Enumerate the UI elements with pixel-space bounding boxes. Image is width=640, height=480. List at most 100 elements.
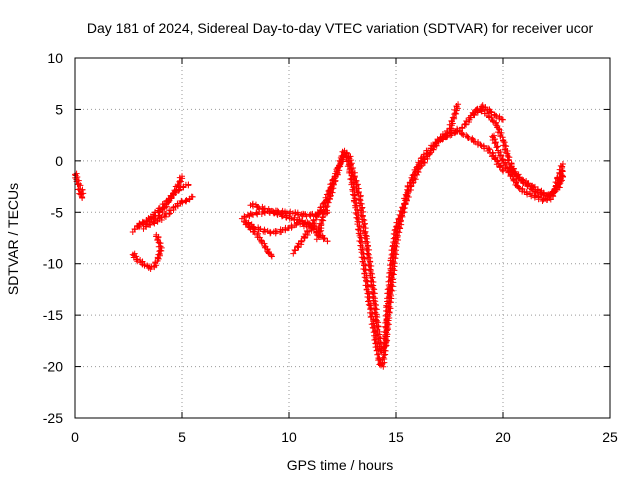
x-tick-label: 0: [71, 429, 79, 445]
data-point: [356, 222, 363, 229]
data-point: [366, 295, 373, 302]
data-point: [382, 336, 389, 343]
data-point: [154, 237, 161, 244]
data-point: [409, 180, 416, 187]
data-point: [452, 110, 459, 117]
data-point: [498, 152, 505, 159]
data-point: [379, 356, 386, 363]
y-tick-label: 10: [47, 50, 63, 66]
data-point: [508, 167, 515, 174]
data-point: [495, 125, 502, 132]
data-point: [358, 246, 365, 253]
data-point: [369, 274, 376, 281]
data-point: [359, 204, 366, 211]
data-point: [397, 212, 404, 219]
data-point: [165, 197, 172, 204]
data-point: [270, 209, 277, 216]
data-point: [381, 341, 388, 348]
data-point: [368, 281, 375, 288]
data-point: [337, 160, 344, 167]
data-point: [528, 193, 535, 200]
data-point: [554, 183, 561, 190]
data-point: [550, 187, 557, 194]
data-point: [241, 214, 248, 221]
data-point: [493, 144, 500, 151]
data-point: [278, 211, 285, 218]
data-point: [385, 317, 392, 324]
data-point: [293, 222, 300, 229]
data-point: [386, 290, 393, 297]
data-point: [388, 270, 395, 277]
data-point: [367, 258, 374, 265]
data-point: [438, 136, 445, 143]
data-point: [420, 151, 427, 158]
data-point: [386, 303, 393, 310]
data-point: [247, 210, 254, 217]
data-point: [534, 189, 541, 196]
series-seg-a: [72, 170, 87, 202]
plot-frame: [74, 57, 611, 419]
data-point: [557, 170, 564, 177]
data-point: [401, 209, 408, 216]
data-point: [324, 238, 331, 245]
data-point: [377, 347, 384, 354]
data-point: [354, 181, 361, 188]
data-point: [414, 171, 421, 178]
data-point: [449, 114, 456, 121]
data-point: [290, 250, 297, 257]
x-axis-title: GPS time / hours: [287, 457, 394, 473]
data-point: [365, 291, 372, 298]
data-point: [361, 228, 367, 235]
data-point: [288, 223, 295, 230]
data-point: [298, 237, 305, 244]
y-tick-label: -15: [43, 307, 63, 323]
data-point: [527, 190, 534, 197]
data-point: [267, 229, 274, 236]
data-point: [183, 198, 190, 205]
data-point: [365, 261, 372, 268]
data-point: [180, 184, 187, 191]
data-point: [369, 324, 376, 331]
data-point: [430, 146, 437, 153]
data-point: [312, 213, 319, 220]
data-point: [390, 254, 397, 261]
data-point: [320, 236, 327, 243]
data-point: [158, 244, 165, 251]
data-point: [329, 181, 336, 188]
data-point: [150, 219, 157, 226]
data-point: [241, 213, 248, 220]
data-point: [370, 297, 377, 304]
data-point: [354, 226, 361, 233]
data-point: [374, 351, 381, 358]
data-point: [448, 130, 455, 137]
data-point: [515, 184, 522, 191]
data-points: [72, 101, 567, 370]
data-point: [387, 286, 394, 293]
data-point: [453, 110, 460, 117]
series-seg-k: [313, 152, 346, 243]
x-tick-label: 20: [495, 429, 511, 445]
data-point: [373, 319, 380, 326]
data-point: [80, 190, 87, 197]
x-tick-label: 5: [178, 429, 186, 445]
data-point: [375, 323, 382, 330]
data-point: [299, 217, 306, 224]
series-seg-n: [435, 125, 507, 175]
data-point: [531, 194, 538, 201]
x-tick-label: 25: [602, 429, 618, 445]
data-point: [261, 205, 268, 212]
data-point: [391, 227, 398, 234]
ticks: 0 5 10 15 20 25 -25 -20 -15 -10 -5 0 5 10: [43, 50, 618, 445]
data-point: [496, 163, 503, 170]
data-point: [256, 205, 263, 212]
data-point: [492, 139, 499, 146]
data-point: [361, 274, 368, 281]
data-point: [256, 234, 263, 241]
data-point: [553, 175, 560, 182]
data-point: [501, 146, 508, 153]
data-point: [376, 335, 383, 342]
y-tick-label: -20: [43, 359, 63, 375]
data-point: [166, 210, 173, 217]
data-point: [503, 143, 510, 150]
